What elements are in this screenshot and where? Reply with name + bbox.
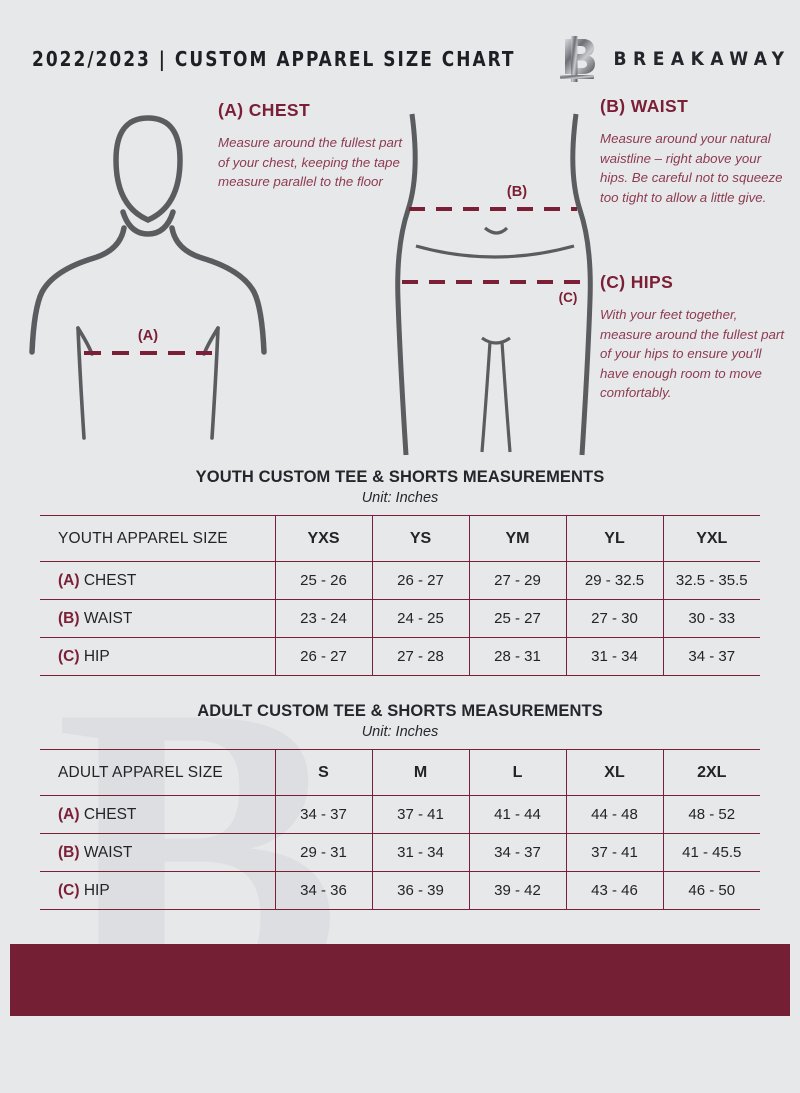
page-title: 2022/2023 | CUSTOM APPAREL SIZE CHART: [32, 47, 516, 71]
table-row: (A) CHEST 34 - 37 37 - 41 41 - 44 44 - 4…: [40, 795, 760, 834]
size-header-5: YXL: [662, 515, 760, 562]
cell-value: 31 - 34: [371, 833, 469, 872]
row-name: HIP: [83, 647, 110, 665]
measure-block-chest: (A) CHEST Measure around the fullest par…: [218, 100, 408, 192]
cell-value: 34 - 36: [274, 871, 372, 910]
chest-line-label: (A): [138, 328, 158, 344]
cell-value: 44 - 48: [565, 795, 663, 834]
body-figures-area: (A) (B) (C) (A) CHEST Measure around the: [0, 96, 800, 468]
navel-mark: [483, 226, 509, 235]
youth-section: YOUTH CUSTOM TEE & SHORTS MEASUREMENTS U…: [0, 468, 800, 676]
cell-value: 27 - 29: [468, 561, 566, 600]
table-row: (A) CHEST 25 - 26 26 - 27 27 - 29 29 - 3…: [40, 561, 760, 600]
measure-heading-waist: (B) WAIST: [600, 96, 689, 116]
table-row: (C) HIP 26 - 27 27 - 28 28 - 31 31 - 34 …: [40, 637, 760, 676]
size-header-4: YL: [565, 515, 663, 562]
row-label-chest: (A) CHEST: [40, 795, 275, 834]
footer-bar: [10, 944, 790, 1016]
size-header-2: YS: [371, 515, 469, 562]
adult-table-title: ADULT CUSTOM TEE & SHORTS MEASUREMENTS: [197, 702, 603, 720]
cell-value: 25 - 27: [468, 599, 566, 638]
cell-value: 27 - 30: [565, 599, 663, 638]
row-label-chest: (A) CHEST: [40, 561, 275, 600]
size-header-1: S: [274, 749, 372, 796]
youth-table-title: YOUTH CUSTOM TEE & SHORTS MEASUREMENTS: [195, 468, 605, 486]
row-label-waist: (B) WAIST: [40, 599, 275, 638]
size-header-1: YXS: [274, 515, 372, 562]
cell-value: 34 - 37: [662, 637, 760, 676]
cell-value: 29 - 31: [274, 833, 372, 872]
measure-text-chest: Measure around the fullest part of your …: [218, 135, 403, 190]
row-label-waist: (B) WAIST: [40, 833, 275, 872]
cell-value: 34 - 37: [274, 795, 372, 834]
cell-value: 23 - 24: [274, 599, 372, 638]
cell-value: 26 - 27: [274, 637, 372, 676]
youth-apparel-size-header: YOUTH APPAREL SIZE: [40, 515, 275, 562]
table-header-row: ADULT APPAREL SIZE S M L XL 2XL: [40, 749, 760, 796]
cell-value: 37 - 41: [371, 795, 469, 834]
size-header-3: L: [468, 749, 566, 796]
row-name: CHEST: [83, 805, 137, 823]
measure-text-waist: Measure around your natural waistline – …: [600, 131, 783, 205]
row-tag: (B): [58, 843, 80, 861]
row-tag: (C): [58, 881, 80, 899]
table-row: (B) WAIST 29 - 31 31 - 34 34 - 37 37 - 4…: [40, 833, 760, 872]
adult-size-table: ADULT APPAREL SIZE S M L XL 2XL (A) CHES…: [40, 749, 760, 910]
brand-lockup: BREAKAWAY: [558, 36, 791, 82]
cell-value: 25 - 26: [274, 561, 372, 600]
row-label-hip: (C) HIP: [40, 637, 275, 676]
adult-table-unit: Unit: Inches: [361, 724, 439, 740]
row-name: HIP: [83, 881, 110, 899]
size-header-5: 2XL: [662, 749, 760, 796]
cell-value: 24 - 25: [371, 599, 469, 638]
cell-value: 30 - 33: [662, 599, 760, 638]
row-tag: (C): [58, 647, 80, 665]
cell-value: 36 - 39: [371, 871, 469, 910]
cell-value: 26 - 27: [371, 561, 469, 600]
torso-figure-icon: (A): [29, 115, 267, 440]
cell-value: 39 - 42: [468, 871, 566, 910]
cell-value: 28 - 31: [468, 637, 566, 676]
measure-block-hips: (C) HIPS With your feet together, measur…: [600, 272, 790, 403]
size-header-3: YM: [468, 515, 566, 562]
cell-value: 46 - 50: [662, 871, 760, 910]
measure-text-hips: With your feet together, measure around …: [600, 307, 785, 401]
row-tag: (A): [58, 571, 80, 589]
cell-value: 31 - 34: [565, 637, 663, 676]
row-name: CHEST: [83, 571, 137, 589]
row-tag: (B): [58, 609, 80, 627]
cell-value: 41 - 44: [468, 795, 566, 834]
adult-apparel-size-header: ADULT APPAREL SIZE: [40, 749, 275, 796]
row-name: WAIST: [83, 843, 133, 861]
hip-line-label: (C): [559, 290, 578, 305]
cell-value: 29 - 32.5: [565, 561, 663, 600]
row-label-hip: (C) HIP: [40, 871, 275, 910]
adult-section: ADULT CUSTOM TEE & SHORTS MEASUREMENTS U…: [0, 702, 800, 910]
table-row: (B) WAIST 23 - 24 24 - 25 25 - 27 27 - 3…: [40, 599, 760, 638]
row-name: WAIST: [83, 609, 133, 627]
cell-value: 37 - 41: [565, 833, 663, 872]
waist-line-label: (B): [507, 184, 527, 200]
cell-value: 32.5 - 35.5: [662, 561, 760, 600]
measure-heading-hips: (C) HIPS: [600, 272, 674, 292]
youth-size-table: YOUTH APPAREL SIZE YXS YS YM YL YXL (A) …: [40, 515, 760, 676]
table-row: (C) HIP 34 - 36 36 - 39 39 - 42 43 - 46 …: [40, 871, 760, 910]
measure-block-waist: (B) WAIST Measure around your natural wa…: [600, 96, 790, 207]
cell-value: 27 - 28: [371, 637, 469, 676]
size-chart-page: 2022/2023 | CUSTOM APPAREL SIZE CHART BR…: [0, 0, 800, 910]
measure-heading-chest: (A) CHEST: [218, 100, 311, 120]
brand-name: BREAKAWAY: [613, 48, 791, 70]
breakaway-b-monogram-icon: [559, 36, 595, 82]
youth-table-unit: Unit: Inches: [361, 490, 439, 506]
cell-value: 34 - 37: [468, 833, 566, 872]
table-header-row: YOUTH APPAREL SIZE YXS YS YM YL YXL: [40, 515, 760, 562]
page-header: 2022/2023 | CUSTOM APPAREL SIZE CHART BR…: [0, 0, 800, 82]
cell-value: 43 - 46: [565, 871, 663, 910]
cell-value: 41 - 45.5: [662, 833, 760, 872]
size-header-2: M: [371, 749, 469, 796]
size-header-4: XL: [565, 749, 663, 796]
cell-value: 48 - 52: [662, 795, 760, 834]
lower-body-figure-icon: (B) (C): [395, 113, 593, 456]
row-tag: (A): [58, 805, 80, 823]
